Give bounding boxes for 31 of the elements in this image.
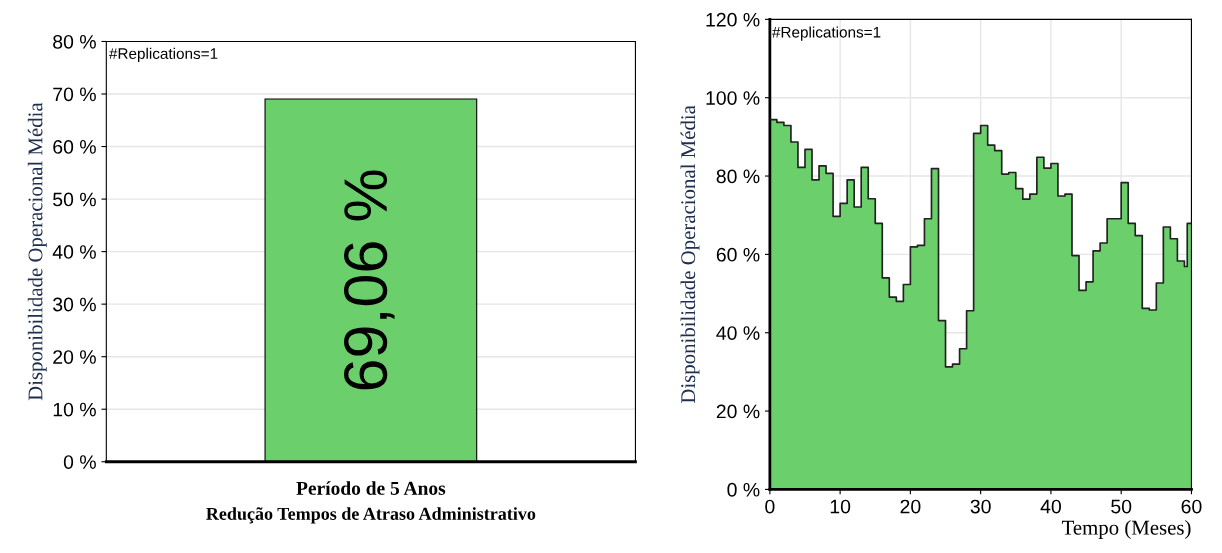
x-axis-title: Redução Tempos de Atraso Administrativo xyxy=(206,507,536,524)
y-axis-title: Disponibilidade Operacional Média xyxy=(680,105,700,404)
y-tick-label: 0 % xyxy=(63,455,96,469)
y-tick-label: 30 % xyxy=(53,297,96,312)
x-tick-label: 60 xyxy=(1181,499,1202,514)
x-tick-label: Período de 5 Anos xyxy=(296,481,446,495)
y-tick-label: 100 % xyxy=(706,91,760,105)
y-tick-label: 80 % xyxy=(53,34,96,49)
x-tick-label: 20 xyxy=(900,499,921,514)
y-tick-label: 50 % xyxy=(53,192,96,207)
y-tick-label: 120 % xyxy=(706,12,760,27)
data-label: 69,06 % xyxy=(344,170,395,390)
x-tick-label: 40 xyxy=(1040,499,1061,514)
x-tick-label: 50 xyxy=(1111,499,1132,514)
y-tick-label: 10 % xyxy=(53,402,96,417)
x-tick-label: 30 xyxy=(970,499,991,514)
y-tick-label: 20 % xyxy=(53,350,96,364)
x-axis-title: Tempo (Meses) xyxy=(1061,520,1191,539)
y-tick-label: 60 % xyxy=(716,247,760,262)
y-tick-label: 20 % xyxy=(716,404,760,419)
y-tick-label: 70 % xyxy=(53,87,96,102)
y-tick-label: 40 % xyxy=(52,245,96,259)
x-tick-label: 0 xyxy=(765,499,775,514)
y-tick-label: 0 % xyxy=(727,482,760,497)
y-axis-title: Disponibilidade Operacional Média xyxy=(27,102,47,401)
annotation: #Replications=1 xyxy=(772,26,881,41)
x-tick-label: 10 xyxy=(830,499,851,514)
y-tick-label: 80 % xyxy=(716,169,760,184)
annotation: #Replications=1 xyxy=(109,47,218,63)
y-tick-label: 60 % xyxy=(53,140,96,154)
y-tick-label: 40 % xyxy=(716,326,760,340)
